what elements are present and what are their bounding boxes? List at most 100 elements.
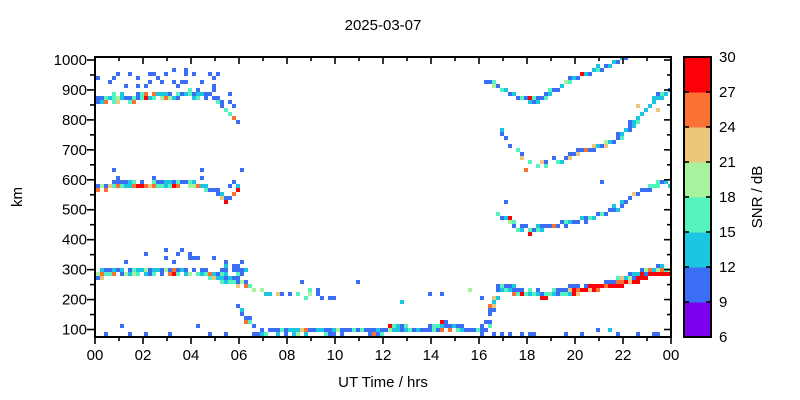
data-point: [176, 252, 180, 256]
data-point: [636, 192, 640, 196]
data-point: [628, 196, 632, 200]
data-point: [200, 268, 204, 272]
data-point: [152, 180, 156, 184]
data-point: [504, 288, 508, 292]
data-point: [236, 276, 240, 280]
data-point: [660, 92, 664, 96]
data-point: [356, 280, 360, 284]
data-point: [160, 180, 164, 184]
data-point: [164, 72, 168, 76]
data-point: [112, 96, 116, 100]
data-point: [100, 184, 104, 188]
data-point: [540, 224, 544, 228]
data-point: [556, 88, 560, 92]
data-point: [668, 184, 671, 188]
data-point: [324, 332, 328, 336]
data-point: [148, 96, 152, 100]
x-tick-label: 16: [471, 347, 488, 364]
data-point: [568, 292, 572, 296]
data-point: [556, 160, 560, 164]
data-point: [664, 92, 668, 96]
data-point: [656, 272, 660, 276]
data-point: [400, 324, 404, 328]
data-point: [212, 88, 216, 92]
data-point: [628, 128, 632, 132]
data-point: [524, 168, 528, 172]
data-point: [552, 224, 556, 228]
data-point: [528, 232, 532, 236]
data-point: [592, 68, 596, 72]
data-point: [508, 92, 512, 96]
data-point: [604, 284, 608, 288]
y-tick-label: 600: [62, 172, 87, 189]
data-point: [536, 224, 540, 228]
data-point: [564, 220, 568, 224]
data-point: [124, 84, 128, 88]
data-point: [196, 92, 200, 96]
data-point: [288, 292, 292, 296]
data-point: [544, 160, 548, 164]
data-point: [96, 96, 100, 100]
colorbar-ticks: [684, 91, 711, 303]
data-point: [520, 332, 524, 336]
data-point: [584, 288, 588, 292]
data-point: [548, 88, 552, 92]
data-point: [616, 208, 620, 212]
data-point: [212, 256, 216, 260]
data-point: [164, 92, 168, 96]
data-point: [396, 324, 400, 328]
data-point: [644, 108, 648, 112]
data-point: [620, 132, 624, 136]
data-point: [560, 84, 564, 88]
data-point: [232, 264, 236, 268]
data-point: [176, 96, 180, 100]
data-point: [644, 188, 648, 192]
data-point: [620, 57, 624, 60]
data-point: [512, 284, 516, 288]
x-tick-label: 18: [519, 347, 536, 364]
colorbar-segment: [684, 127, 711, 163]
data-point: [132, 96, 136, 100]
data-point: [100, 276, 104, 280]
data-point: [132, 184, 136, 188]
data-point: [184, 268, 188, 272]
data-point: [228, 100, 232, 104]
data-point: [612, 208, 616, 212]
data-point: [236, 120, 240, 124]
data-point: [600, 212, 604, 216]
data-point: [500, 288, 504, 292]
data-point: [144, 184, 148, 188]
data-point: [508, 216, 512, 220]
data-point: [136, 84, 140, 88]
x-tick-label: 06: [231, 347, 248, 364]
data-point: [284, 332, 288, 336]
data-point: [236, 272, 240, 276]
data-point: [164, 256, 168, 260]
data-point: [180, 180, 184, 184]
data-point: [572, 152, 576, 156]
y-tick-label: 400: [62, 232, 87, 249]
data-point: [508, 220, 512, 224]
data-point: [536, 292, 540, 296]
data-point: [220, 276, 224, 280]
data-point: [572, 292, 576, 296]
y-tick-label: 200: [62, 292, 87, 309]
data-point: [592, 284, 596, 288]
data-point: [232, 116, 236, 120]
data-point: [116, 180, 120, 184]
data-point: [512, 292, 516, 296]
data-point: [428, 324, 432, 328]
data-point: [528, 292, 532, 296]
axis-ticks: [87, 57, 672, 344]
data-point: [436, 324, 440, 328]
data-point: [128, 96, 132, 100]
data-point: [120, 96, 124, 100]
data-point: [432, 324, 436, 328]
data-point: [260, 288, 264, 292]
data-point: [132, 100, 136, 104]
data-point: [176, 180, 180, 184]
data-point: [656, 184, 660, 188]
data-point: [120, 268, 124, 272]
data-point: [428, 292, 432, 296]
data-point: [184, 92, 188, 96]
